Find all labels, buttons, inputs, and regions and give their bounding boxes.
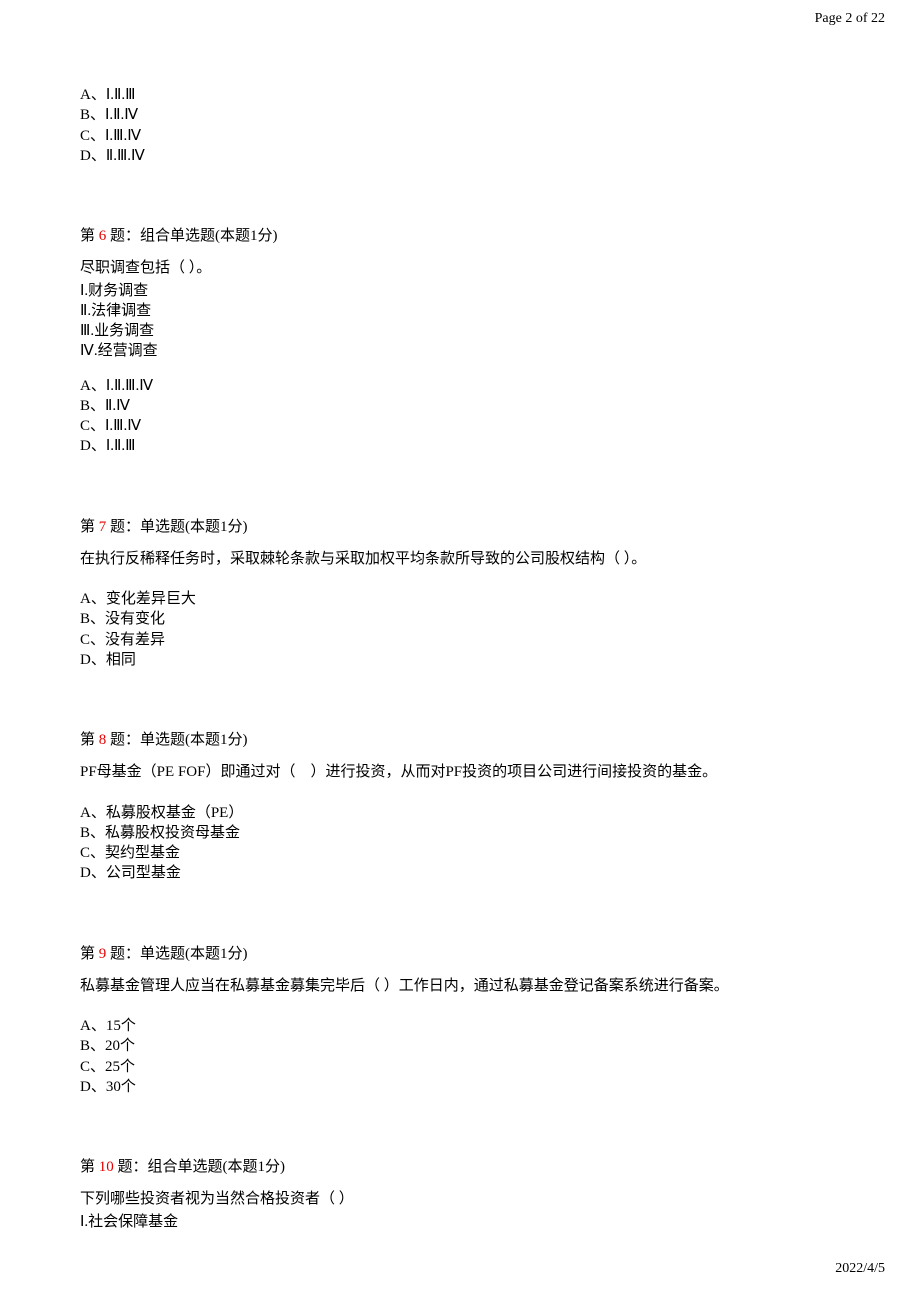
question-8: 第 8 题：单选题(本题1分) PF母基金（PE FOF）即通过对（ ）进行投资… [80, 730, 840, 884]
question-stem: PF母基金（PE FOF）即通过对（ ）进行投资，从而对PF投资的项目公司进行间… [80, 762, 840, 782]
option-b: B、20个 [80, 1036, 840, 1056]
stem-sub: Ⅱ.法律调查 [80, 301, 840, 321]
stem-sub: Ⅰ.社会保障基金 [80, 1212, 840, 1232]
option-b: B、Ⅰ.Ⅱ.Ⅳ [80, 105, 840, 125]
page-content: A、Ⅰ.Ⅱ.Ⅲ B、Ⅰ.Ⅱ.Ⅳ C、Ⅰ.Ⅲ.Ⅳ D、Ⅱ.Ⅲ.Ⅳ 第 6 题：组合… [0, 0, 920, 1232]
page-header: Page 2 of 22 [815, 10, 885, 29]
option-b: B、没有变化 [80, 609, 840, 629]
header-prefix: 第 [80, 228, 99, 244]
question-header: 第 7 题：单选题(本题1分) [80, 517, 840, 537]
option-c: C、Ⅰ.Ⅲ.Ⅳ [80, 416, 840, 436]
question-10: 第 10 题：组合单选题(本题1分) 下列哪些投资者视为当然合格投资者（ ） Ⅰ… [80, 1157, 840, 1232]
option-b: B、Ⅱ.Ⅳ [80, 396, 840, 416]
question-stem: 尽职调查包括（ ）。 [80, 258, 840, 278]
question-header: 第 8 题：单选题(本题1分) [80, 730, 840, 750]
question-6: 第 6 题：组合单选题(本题1分) 尽职调查包括（ ）。 Ⅰ.财务调查 Ⅱ.法律… [80, 226, 840, 457]
question-9: 第 9 题：单选题(本题1分) 私募基金管理人应当在私募基金募集完毕后（ ）工作… [80, 944, 840, 1098]
header-prefix: 第 [80, 1159, 99, 1175]
header-suffix: 题：单选题(本题1分) [106, 946, 247, 962]
option-b: B、私募股权投资母基金 [80, 823, 840, 843]
header-prefix: 第 [80, 946, 99, 962]
question-header: 第 6 题：组合单选题(本题1分) [80, 226, 840, 246]
header-suffix: 题：组合单选题(本题1分) [106, 228, 277, 244]
option-c: C、Ⅰ.Ⅲ.Ⅳ [80, 126, 840, 146]
question-header: 第 10 题：组合单选题(本题1分) [80, 1157, 840, 1177]
option-a: A、15个 [80, 1016, 840, 1036]
question-stem: 在执行反稀释任务时，采取棘轮条款与采取加权平均条款所导致的公司股权结构（ ）。 [80, 549, 840, 569]
option-a: A、Ⅰ.Ⅱ.Ⅲ [80, 85, 840, 105]
page-footer-date: 2022/4/5 [835, 1260, 885, 1279]
option-a: A、Ⅰ.Ⅱ.Ⅲ.Ⅳ [80, 376, 840, 396]
option-d: D、30个 [80, 1077, 840, 1097]
question-header: 第 9 题：单选题(本题1分) [80, 944, 840, 964]
header-prefix: 第 [80, 732, 99, 748]
stem-sub: Ⅳ.经营调查 [80, 341, 840, 361]
option-d: D、Ⅰ.Ⅱ.Ⅲ [80, 436, 840, 456]
option-d: D、公司型基金 [80, 863, 840, 883]
option-c: C、契约型基金 [80, 843, 840, 863]
option-a: A、私募股权基金（PE） [80, 803, 840, 823]
option-c: C、没有差异 [80, 630, 840, 650]
q5-options: A、Ⅰ.Ⅱ.Ⅲ B、Ⅰ.Ⅱ.Ⅳ C、Ⅰ.Ⅲ.Ⅳ D、Ⅱ.Ⅲ.Ⅳ [80, 85, 840, 166]
option-a: A、变化差异巨大 [80, 589, 840, 609]
question-stem: 下列哪些投资者视为当然合格投资者（ ） [80, 1189, 840, 1209]
header-prefix: 第 [80, 519, 99, 535]
question-7: 第 7 题：单选题(本题1分) 在执行反稀释任务时，采取棘轮条款与采取加权平均条… [80, 517, 840, 671]
stem-sub: Ⅲ.业务调查 [80, 321, 840, 341]
stem-sub: Ⅰ.财务调查 [80, 281, 840, 301]
header-suffix: 题：组合单选题(本题1分) [114, 1159, 285, 1175]
option-d: D、相同 [80, 650, 840, 670]
question-number: 10 [99, 1159, 114, 1175]
header-suffix: 题：单选题(本题1分) [106, 732, 247, 748]
option-d: D、Ⅱ.Ⅲ.Ⅳ [80, 146, 840, 166]
header-suffix: 题：单选题(本题1分) [106, 519, 247, 535]
question-stem: 私募基金管理人应当在私募基金募集完毕后（ ）工作日内，通过私募基金登记备案系统进… [80, 976, 840, 996]
option-c: C、25个 [80, 1057, 840, 1077]
